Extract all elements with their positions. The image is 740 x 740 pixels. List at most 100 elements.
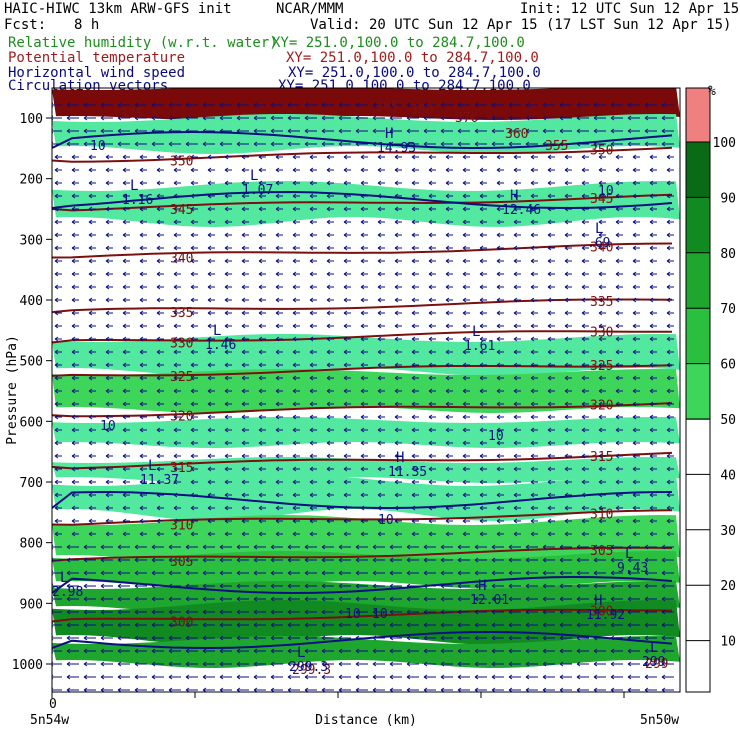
circulation-vector-head <box>122 154 127 160</box>
circulation-vector-head <box>309 479 314 485</box>
circulation-vector-head <box>372 635 377 641</box>
circulation-vector-head <box>593 115 598 121</box>
circulation-vector-head <box>355 557 360 563</box>
circulation-vector-head <box>270 583 275 589</box>
circulation-vector-head <box>343 219 348 225</box>
circulation-vector-head <box>581 531 586 537</box>
circulation-vector-head <box>632 401 637 407</box>
circulation-vector-head <box>610 583 615 589</box>
circulation-vector-head <box>462 271 467 277</box>
circulation-vector-head <box>173 245 178 251</box>
circulation-vector-head <box>581 245 586 251</box>
circulation-vector-head <box>496 479 501 485</box>
circulation-vector-head <box>593 544 598 550</box>
circulation-vector-head <box>343 258 348 264</box>
circulation-vector-head <box>644 622 649 628</box>
circulation-vector-head <box>292 219 297 225</box>
circulation-vector-head <box>632 440 637 446</box>
circulation-vector-head <box>83 115 88 121</box>
circulation-vector-head <box>547 375 552 381</box>
circulation-vector-head <box>666 492 671 498</box>
circulation-vector-head <box>224 154 229 160</box>
circulation-vector-head <box>83 570 88 576</box>
theta-label-right-350: 350 <box>590 143 613 158</box>
circulation-vector-head <box>457 544 462 550</box>
circulation-vector-head <box>581 206 586 212</box>
theta-contour-335 <box>52 298 673 314</box>
circulation-vector-head <box>411 245 416 251</box>
circulation-vector-head <box>530 336 535 342</box>
circulation-vector-head <box>406 544 411 550</box>
circulation-vector-head <box>241 401 246 407</box>
theta-label-right-305: 305 <box>590 544 613 559</box>
circulation-vector-head <box>564 466 569 472</box>
circulation-vector-head <box>287 583 292 589</box>
circulation-vector-head <box>581 271 586 277</box>
circulation-vector-head <box>581 401 586 407</box>
circulation-vector-head <box>360 505 365 511</box>
circulation-vector-head <box>202 596 207 602</box>
circulation-vector-head <box>326 440 331 446</box>
circulation-vector-head <box>632 479 637 485</box>
circulation-vector-head <box>496 440 501 446</box>
circulation-vector-head <box>649 193 654 199</box>
circulation-vector-head <box>258 427 263 433</box>
circulation-vector-head <box>581 427 586 433</box>
circulation-vector-head <box>54 245 59 251</box>
circulation-vector-head <box>457 674 462 680</box>
circulation-vector-head <box>615 375 620 381</box>
circulation-vector-head <box>100 128 105 134</box>
circulation-vector-head <box>275 271 280 277</box>
circulation-vector-head <box>207 531 212 537</box>
circulation-vector-head <box>275 440 280 446</box>
circulation-vector-head <box>564 362 569 368</box>
circulation-vector-head <box>615 271 620 277</box>
circulation-vector-head <box>258 349 263 355</box>
circulation-vector-head <box>105 336 110 342</box>
circulation-vector-head <box>644 570 649 576</box>
circulation-vector-head <box>151 622 156 628</box>
circulation-vector-head <box>445 388 450 394</box>
circulation-vector-head <box>139 310 144 316</box>
y-tick-label-700: 700 <box>20 476 43 491</box>
y-tick-label-600: 600 <box>20 415 43 430</box>
circulation-vector-head <box>326 492 331 498</box>
circulation-vector-head <box>598 349 603 355</box>
circulation-vector-head <box>525 544 530 550</box>
circulation-vector-head <box>530 167 535 173</box>
circulation-vector-head <box>547 232 552 238</box>
circulation-vector-head <box>88 492 93 498</box>
circulation-vector-head <box>304 583 309 589</box>
circulation-vector-head <box>428 349 433 355</box>
circulation-vector-head <box>547 492 552 498</box>
circulation-vector-head <box>542 622 547 628</box>
circulation-vector-head <box>190 154 195 160</box>
circulation-vector-head <box>598 245 603 251</box>
theta-upper-label-375: 375 <box>120 107 143 122</box>
wind-label-0: 10 <box>598 184 614 199</box>
circulation-vector-head <box>105 245 110 251</box>
circulation-vector-head <box>355 596 360 602</box>
circulation-vector-head <box>530 271 535 277</box>
wind-label-3: 10 <box>100 419 116 434</box>
circulation-vector-head <box>287 544 292 550</box>
circulation-vector-head <box>377 180 382 186</box>
circulation-vector-head <box>462 466 467 472</box>
circulation-vector-head <box>338 635 343 641</box>
extremum-kind-6: H <box>396 450 404 466</box>
circulation-vector-head <box>649 323 654 329</box>
circulation-vector-head <box>190 206 195 212</box>
circulation-vector-head <box>360 323 365 329</box>
circulation-vector-head <box>173 271 178 277</box>
circulation-vector-head <box>224 336 229 342</box>
circulation-vector-head <box>343 466 348 472</box>
circulation-vector-head <box>122 284 127 290</box>
circulation-vector-head <box>496 297 501 303</box>
circulation-vector-head <box>71 414 76 420</box>
circulation-vector-head <box>71 401 76 407</box>
circulation-vector-head <box>326 505 331 511</box>
circulation-vector-head <box>542 609 547 615</box>
circulation-vector-head <box>627 596 632 602</box>
circulation-vector-head <box>661 570 666 576</box>
circulation-vector-head <box>598 505 603 511</box>
